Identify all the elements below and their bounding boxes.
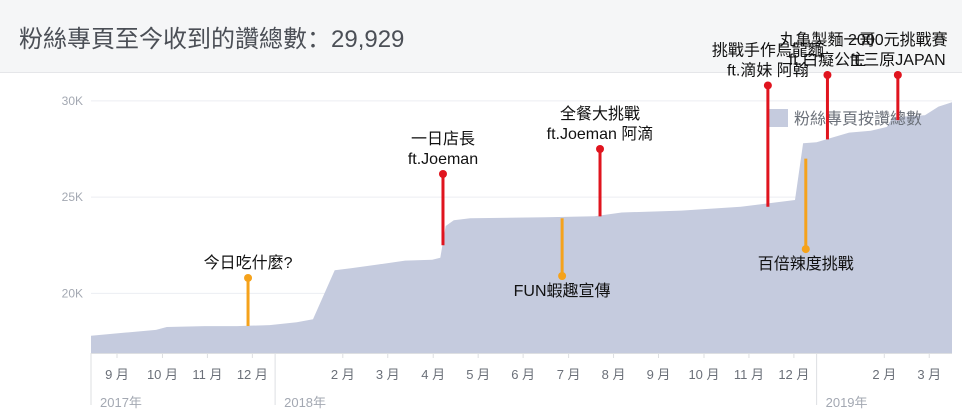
legend-label: 粉絲專頁按讚總數 <box>794 110 922 128</box>
chart-content-group: 20K 25K 30K 9 月 10 月 11 月 12 月 2 月 3 月 4 月 5 月 6 月 7… <box>62 30 952 410</box>
annotation-dot[interactable] <box>823 71 832 79</box>
annotation-dot[interactable] <box>558 272 567 281</box>
x-tick-label: 12 月 <box>237 367 268 382</box>
x-tick-label: 2 月 <box>331 367 355 382</box>
annotation-label: 丸亀製麵一哥 <box>779 31 875 49</box>
x-tick-label: 7 月 <box>557 367 581 382</box>
annotation-dot[interactable] <box>244 273 253 282</box>
y-tick-label: 25K <box>62 190 83 204</box>
x-tick-label: 10 月 <box>688 367 719 382</box>
page-title: 粉絲專頁至今收到的讚總數：29,929 <box>19 26 405 53</box>
x-tick-label: 3 月 <box>376 367 400 382</box>
annotation-label: 今日吃什麼? <box>204 253 293 272</box>
x-tick-label: 4 月 <box>421 367 445 382</box>
x-tick-label: 12 月 <box>778 367 809 382</box>
x-tick-label: 8 月 <box>602 367 626 382</box>
x-tick-label: 5 月 <box>466 367 490 382</box>
annotation-dot[interactable] <box>893 71 902 79</box>
annotation-dot[interactable] <box>596 144 605 153</box>
year-label: 2017年 <box>100 395 142 410</box>
x-tick-label: 2 月 <box>872 367 896 382</box>
y-tick-label: 20K <box>62 286 83 300</box>
annotation-label: FUN蝦趣宣傳 <box>514 282 611 300</box>
annotation-label: ft.三原JAPAN <box>850 52 946 69</box>
year-label: 2018年 <box>284 395 326 410</box>
year-label: 2019年 <box>826 395 868 410</box>
annotation-label: 挑戰手作烏龍麵 <box>712 41 824 59</box>
x-tick-label: 11 月 <box>192 367 222 382</box>
annotation-label: ft.Joeman 阿滴 <box>547 125 654 143</box>
legend-swatch <box>768 109 788 127</box>
chart-header: 粉絲專頁至今收到的讚總數：29,929 <box>0 0 962 73</box>
x-tick-label: 9 月 <box>647 367 671 382</box>
x-tick-label: 9 月 <box>105 367 129 382</box>
annotation-dot[interactable] <box>438 170 447 179</box>
y-tick-label: 30K <box>62 94 83 108</box>
annotation-label: ft.白癡公主 <box>789 51 866 69</box>
annotation-label: 一日店長 <box>411 130 475 148</box>
annotation-label: 百倍辣度挑戰 <box>758 255 854 273</box>
annotation-dot[interactable] <box>801 245 810 254</box>
annotation-label: 全餐大挑戰 <box>560 105 640 123</box>
annotation-dot[interactable] <box>763 81 772 90</box>
annotation-label: 2000元挑戰賽 <box>848 30 948 49</box>
x-tick-label: 11 月 <box>734 367 764 382</box>
annotation-label: ft.滴妹 阿翰 <box>727 61 809 79</box>
series-area-0[interactable] <box>91 102 952 353</box>
x-tick-label: 6 月 <box>511 367 535 382</box>
annotation-label: ft.Joeman <box>408 151 478 168</box>
x-tick-label: 3 月 <box>917 367 941 382</box>
x-tick-label: 10 月 <box>147 367 178 382</box>
